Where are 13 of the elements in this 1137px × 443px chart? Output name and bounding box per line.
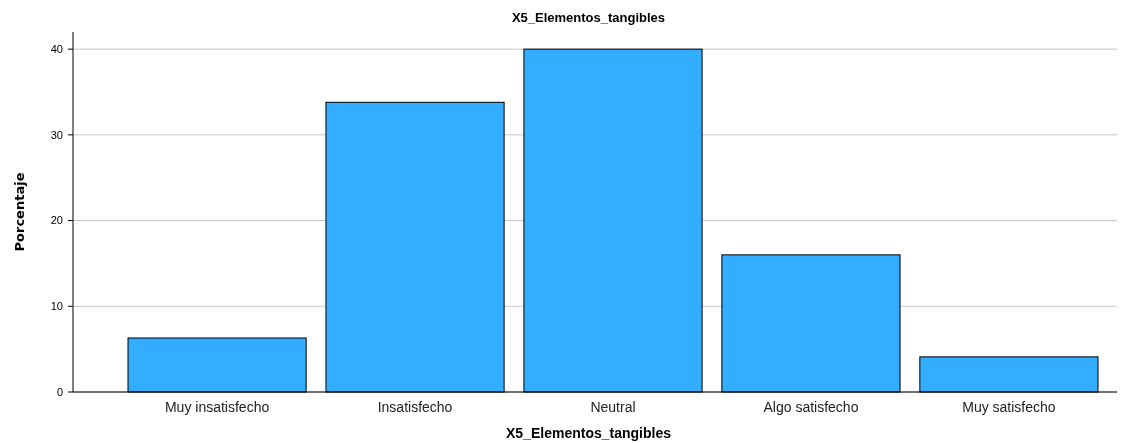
x-tick-label: Muy insatisfecho xyxy=(164,399,270,415)
y-tick-label: 10 xyxy=(50,300,63,313)
y-axis-title: Porcentaje xyxy=(12,172,27,252)
y-tick-label: 0 xyxy=(56,385,63,398)
chart-title: X5_Elementos_tangibles xyxy=(511,10,666,25)
x-tick-label: Insatisfecho xyxy=(377,399,453,415)
x-tick-label: Algo satisfecho xyxy=(763,399,859,415)
y-tick-label: 40 xyxy=(50,42,63,55)
x-axis-title: X5_Elementos_tangibles xyxy=(506,425,672,441)
x-tick-label: Muy satisfecho xyxy=(962,399,1056,415)
y-tick-label: 30 xyxy=(50,128,63,141)
y-tick-label: 20 xyxy=(50,214,63,227)
x-tick-label: Neutral xyxy=(590,399,636,415)
